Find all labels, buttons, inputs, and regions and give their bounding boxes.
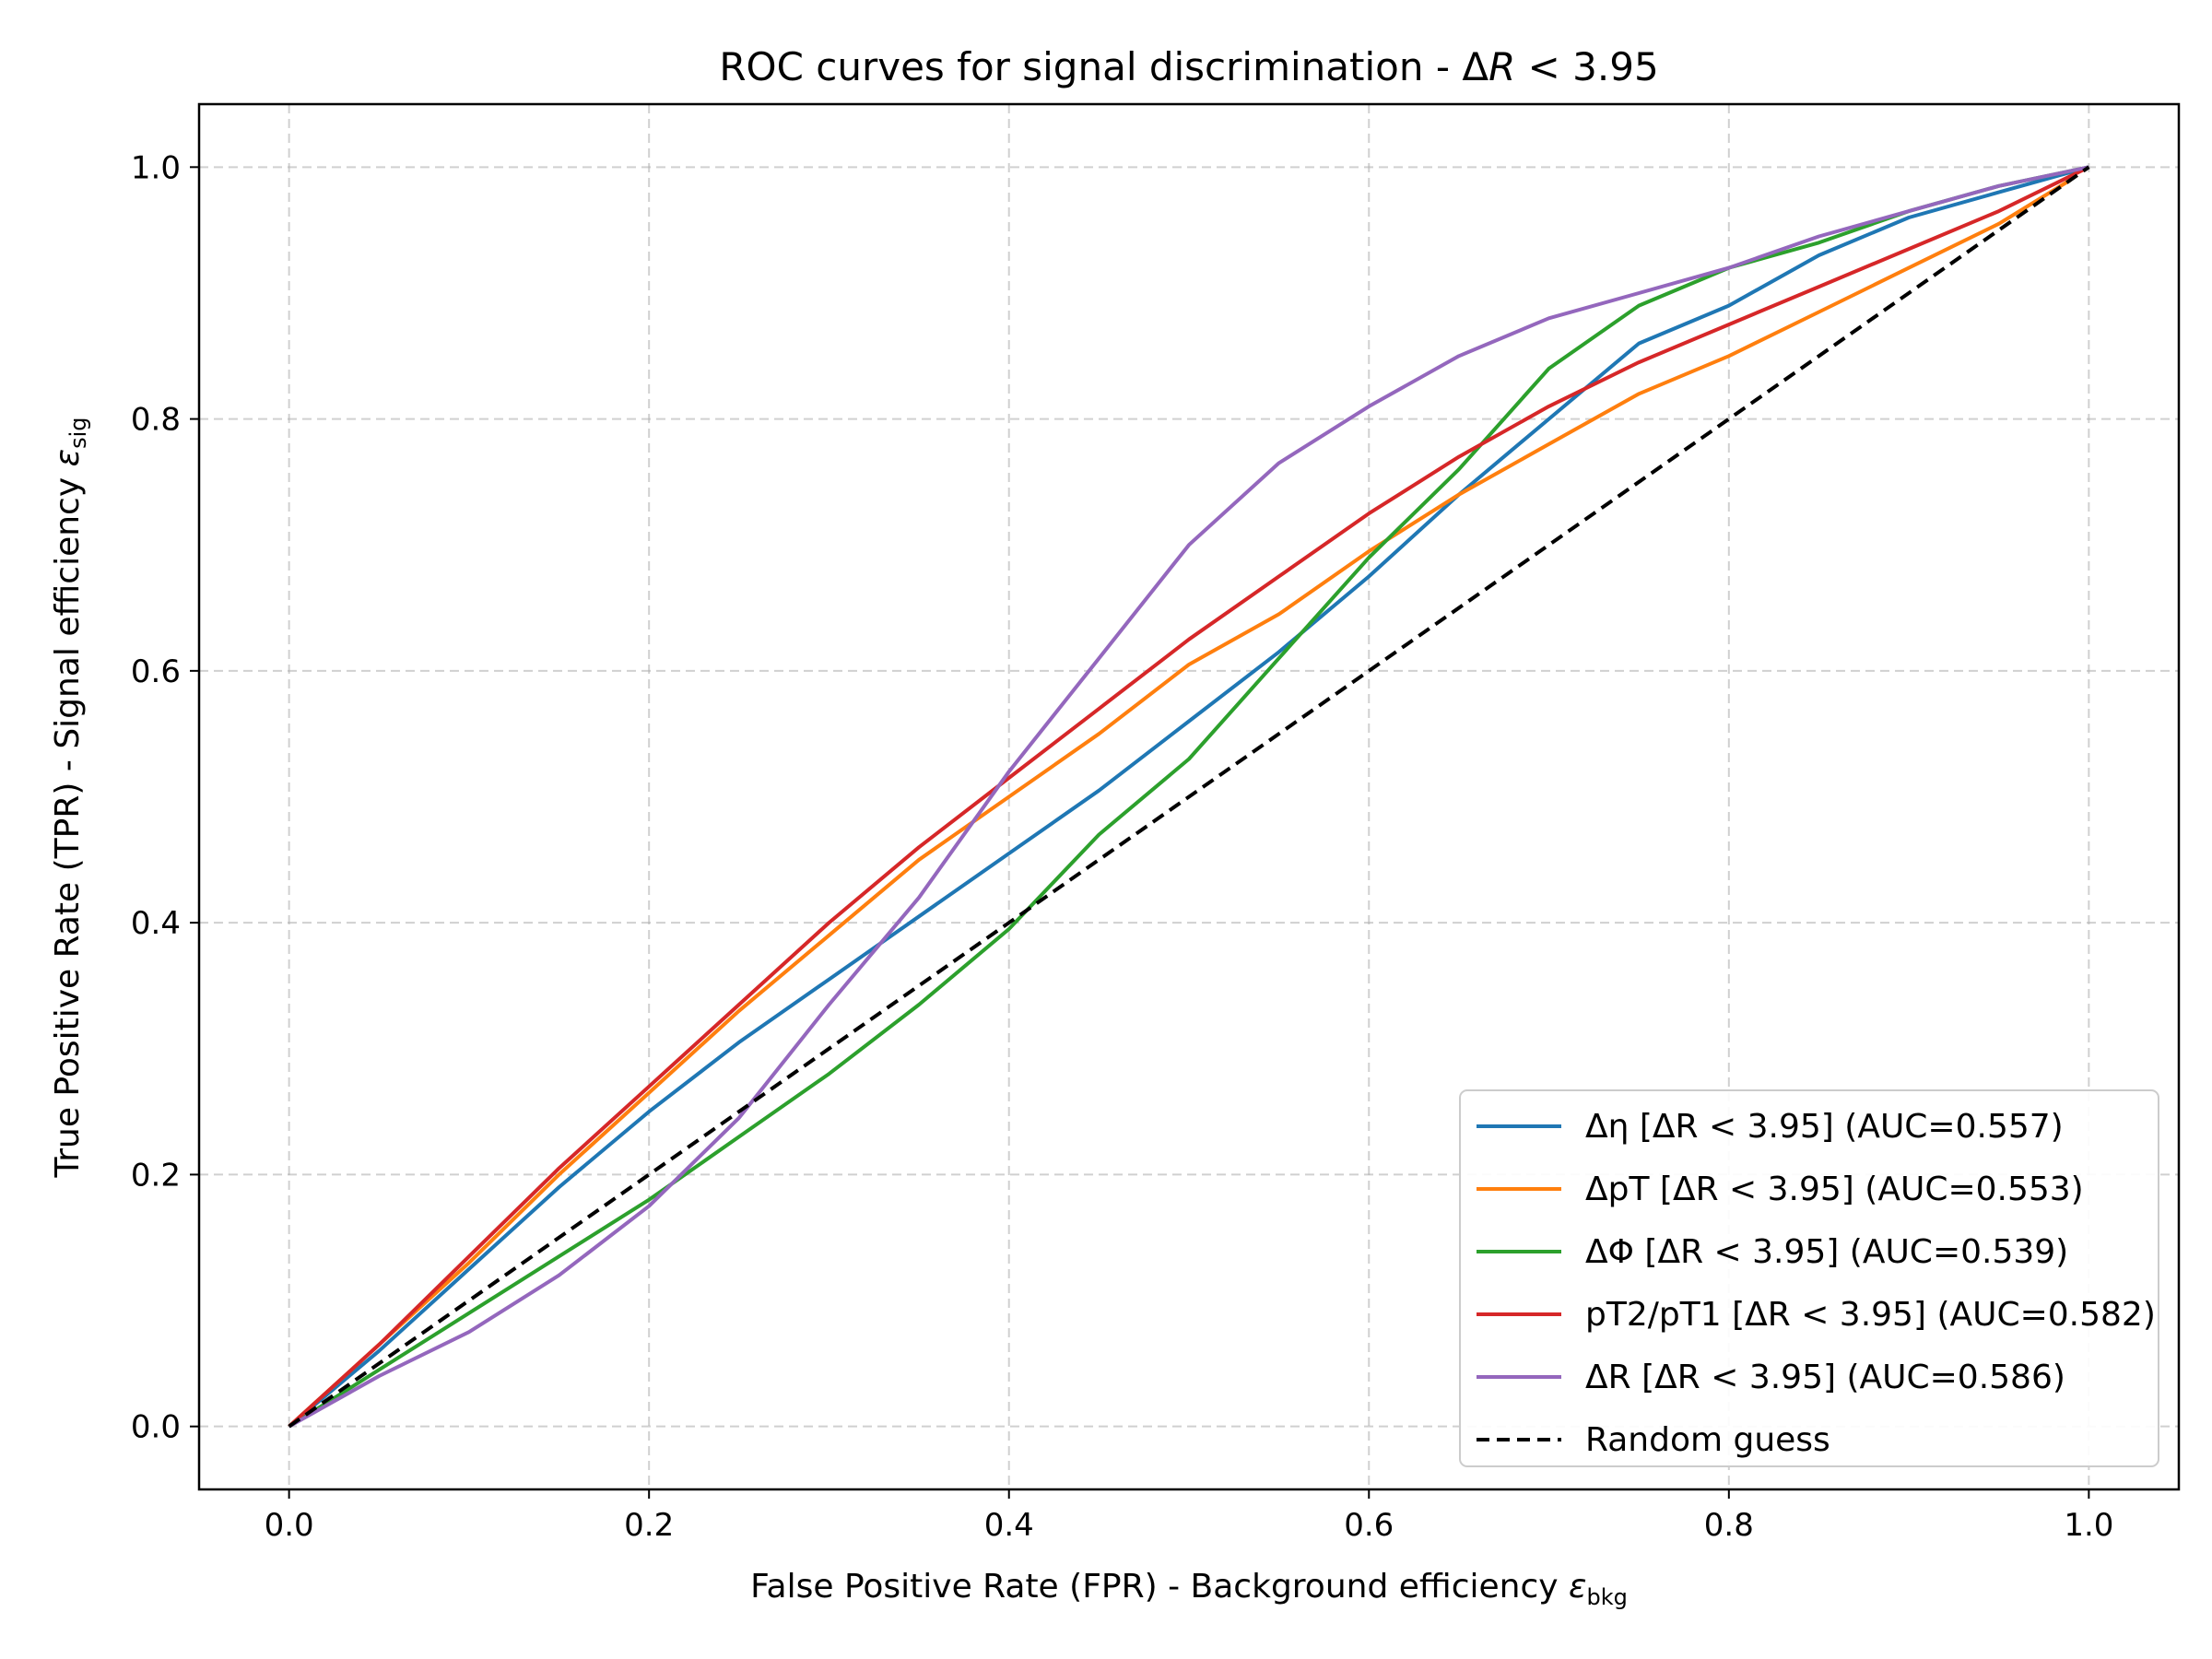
y-tick-label: 0.0: [131, 1409, 181, 1446]
y-tick-label: 0.6: [131, 653, 181, 690]
x-tick-label: 0.0: [265, 1507, 314, 1544]
roc-curve-4: [288, 165, 2090, 1429]
legend-label: Random guess: [1585, 1421, 1830, 1459]
legend: Δη [ΔR < 3.95] (AUC=0.557) ΔpT [ΔR < 3.95…: [1459, 1089, 2159, 1467]
legend-box: [1459, 1089, 2159, 1467]
legend-label: pT2/pT1 [ΔR < 3.95] (AUC=0.582): [1585, 1296, 2156, 1334]
x-tick-label: 0.4: [984, 1507, 1034, 1544]
roc-curve-1: [288, 165, 2089, 1429]
chart-title: ROC curves for signal discrimination - Δ…: [719, 44, 1658, 89]
x-axis-label: False Positive Rate (FPR) - Background e…: [750, 1568, 1628, 1610]
roc-curve-6: [288, 165, 2090, 1429]
legend-label: ΔpT [ΔR < 3.95] (AUC=0.553): [1585, 1171, 2084, 1208]
legend-label: ΔΦ [ΔR < 3.95] (AUC=0.539): [1585, 1233, 2068, 1271]
legend-label: ΔR [ΔR < 3.95] (AUC=0.586): [1585, 1359, 2065, 1396]
y-tick-label: 0.8: [131, 402, 181, 439]
roc-curve-5: [288, 165, 2089, 1429]
axis-ticks: 0.0 0.2 0.4 0.6 0.8 1.0 0.0 0.2 0.4 0.6 0.8 1.0: [131, 149, 2113, 1544]
y-tick-label: 1.0: [131, 149, 181, 186]
grid-lines: [199, 104, 2179, 1489]
roc-curve-2: [288, 178, 2072, 1429]
y-axis-label: True Positive Rate (TPR) - Signal effici…: [49, 418, 91, 1179]
x-tick-label: 1.0: [2064, 1507, 2113, 1544]
legend-label: Δη [ΔR < 3.95] (AUC=0.557): [1585, 1108, 2064, 1146]
roc-curve-3: [288, 165, 2089, 1429]
x-tick-label: 0.8: [1704, 1507, 1754, 1544]
y-tick-label: 0.4: [131, 905, 181, 942]
y-tick-label: 0.2: [131, 1157, 181, 1194]
roc-curves: [288, 165, 2090, 1429]
plot-frame: [197, 102, 2181, 1491]
x-tick-label: 0.2: [624, 1507, 674, 1544]
x-tick-label: 0.6: [1344, 1507, 1394, 1544]
